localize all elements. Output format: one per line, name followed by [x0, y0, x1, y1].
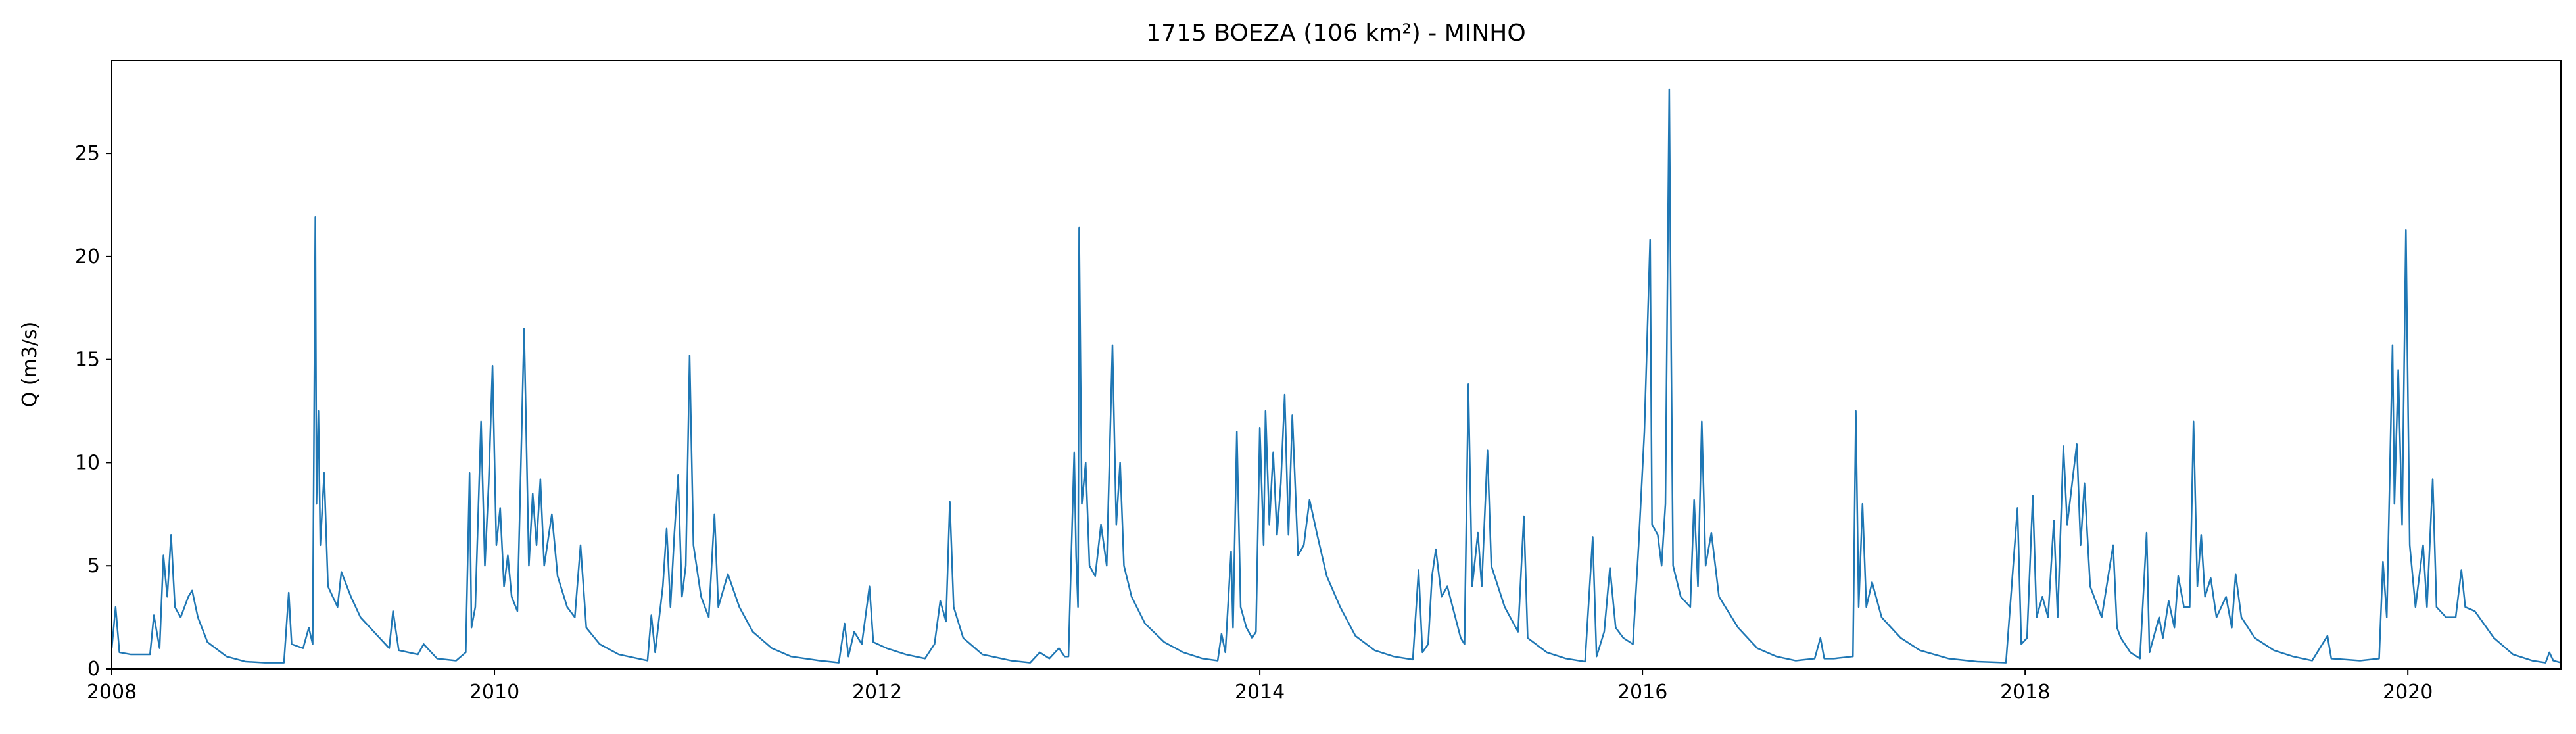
x-tick-label: 2020	[2383, 681, 2433, 704]
x-tick-label: 2016	[1617, 681, 1667, 704]
y-tick-label: 5	[87, 554, 100, 577]
y-axis-label: Q (m3/s)	[18, 322, 41, 408]
y-tick-label: 20	[75, 245, 100, 268]
x-tick-label: 2008	[87, 681, 137, 704]
y-tick-label: 0	[87, 658, 100, 681]
plot-frame	[111, 60, 2562, 670]
x-tick-label: 2012	[852, 681, 902, 704]
y-tick-label: 10	[75, 451, 100, 474]
x-tick-label: 2018	[2000, 681, 2050, 704]
chart-title: 1715 BOEZA (106 km²) - MINHO	[1146, 20, 1525, 47]
x-tick-label: 2010	[469, 681, 519, 704]
x-tick-label: 2014	[1235, 681, 1285, 704]
y-tick-label: 25	[75, 142, 100, 165]
data-line	[112, 88, 2561, 664]
y-tick-label: 15	[75, 349, 100, 372]
